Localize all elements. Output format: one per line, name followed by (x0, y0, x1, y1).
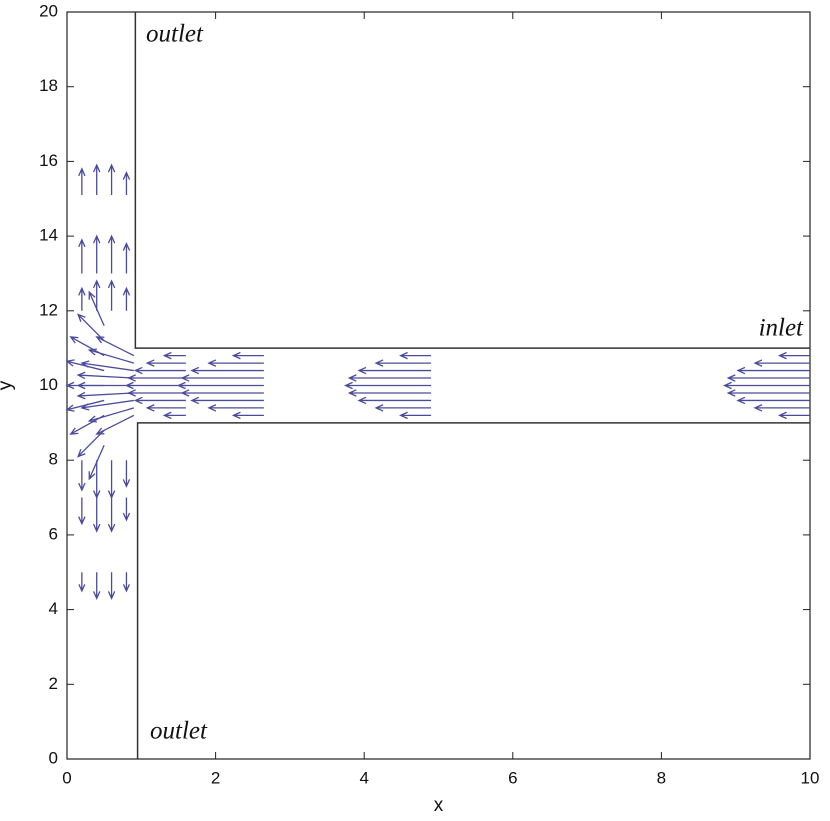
velocity-arrow (231, 351, 264, 360)
velocity-arrow (95, 336, 135, 357)
y-tick-label: 0 (49, 748, 58, 767)
velocity-arrow (76, 391, 134, 400)
velocity-arrow (145, 359, 186, 367)
velocity-arrow (78, 460, 86, 492)
velocity-arrow (399, 351, 432, 360)
velocity-arrow (107, 234, 116, 274)
velocity-arrow (122, 171, 131, 196)
velocity-arrow (78, 238, 86, 274)
velocity-arrow (107, 163, 116, 196)
x-tick-label: 10 (801, 768, 820, 787)
velocity-arrow (124, 381, 186, 390)
velocity-arrow (133, 396, 186, 405)
velocity-arrow (190, 396, 264, 405)
velocity-arrow (69, 336, 105, 357)
velocity-arrow (92, 572, 101, 600)
velocity-arrow (80, 399, 134, 411)
velocity-arrow (107, 279, 116, 311)
velocity-arrow (777, 351, 810, 360)
y-axis-label: y (0, 380, 16, 390)
velocity-arrow (347, 389, 432, 397)
velocity-arrow (207, 359, 264, 367)
y-tick-label: 12 (39, 300, 58, 319)
velocity-arrow (107, 497, 116, 533)
x-axis-label: x (434, 795, 444, 816)
velocity-arrow (145, 404, 186, 412)
velocity-arrow (357, 396, 432, 405)
velocity-arrow (127, 374, 186, 382)
velocity-arrow (78, 497, 86, 526)
y-tick-label: 6 (49, 524, 58, 543)
velocity-arrow (133, 366, 186, 375)
velocity-arrow (78, 167, 86, 196)
velocity-arrow (122, 286, 131, 311)
velocity-arrow (122, 497, 131, 522)
velocity-arrow (777, 411, 810, 420)
velocity-arrow (92, 279, 101, 311)
velocity-arrow (77, 429, 105, 458)
channel-wall (136, 422, 810, 759)
velocity-arrow (347, 374, 432, 382)
velocity-arrow (127, 389, 186, 397)
velocity-arrow (80, 360, 134, 372)
velocity-arrow (77, 313, 105, 342)
velocity-arrow (180, 389, 264, 397)
velocity-arrow (65, 399, 105, 412)
y-tick-label: 18 (39, 76, 58, 95)
y-tick-label: 10 (39, 375, 58, 394)
velocity-arrow (78, 286, 86, 311)
annotation: inlet (759, 315, 804, 342)
y-tick-label: 2 (49, 674, 58, 693)
velocity-arrow (726, 374, 810, 382)
velocity-arrow (176, 381, 264, 390)
velocity-arrow (122, 460, 131, 488)
velocity-arrow (92, 234, 101, 274)
x-tick-label: 6 (508, 768, 517, 787)
y-tick-label: 20 (39, 1, 58, 20)
velocity-arrow (162, 411, 186, 420)
velocity-arrow (726, 389, 810, 397)
x-tick-label: 4 (359, 768, 368, 787)
velocity-arrow (357, 366, 432, 375)
velocity-arrow (374, 359, 432, 367)
velocity-arrow (69, 414, 105, 435)
velocity-arrow (78, 572, 86, 593)
velocity-arrow (180, 374, 264, 382)
x-tick-label: 2 (211, 768, 220, 787)
y-tick-label: 8 (49, 450, 58, 469)
velocity-arrow (207, 404, 264, 412)
velocity-arrow (736, 396, 810, 405)
velocity-arrow (92, 497, 101, 533)
y-tick-label: 4 (49, 599, 58, 618)
velocity-arrow (162, 351, 186, 360)
velocity-arrow (753, 404, 810, 412)
velocity-arrow (65, 381, 105, 390)
velocity-arrow (753, 359, 810, 367)
velocity-arrow (107, 460, 116, 500)
velocity-arrow (736, 366, 810, 375)
velocity-arrow (65, 359, 105, 372)
velocity-arrow (92, 163, 101, 196)
velocity-arrow (374, 404, 432, 412)
y-tick-label: 16 (39, 151, 58, 170)
velocity-arrow (190, 366, 264, 375)
velocity-arrow (231, 411, 264, 420)
velocity-arrow (76, 371, 134, 380)
velocity-arrow (399, 411, 432, 420)
velocity-arrow (122, 572, 130, 593)
velocity-arrow (722, 381, 810, 390)
velocity-arrow (95, 414, 135, 435)
velocity-arrow (344, 381, 432, 390)
x-tick-label: 8 (657, 768, 666, 787)
x-tick-label: 0 (62, 768, 71, 787)
annotation: outlet (146, 21, 204, 48)
velocity-arrow (122, 241, 131, 274)
channel-wall (134, 12, 810, 349)
y-tick-label: 14 (39, 226, 58, 245)
annotation: outlet (150, 718, 208, 745)
velocity-arrow (107, 572, 116, 600)
